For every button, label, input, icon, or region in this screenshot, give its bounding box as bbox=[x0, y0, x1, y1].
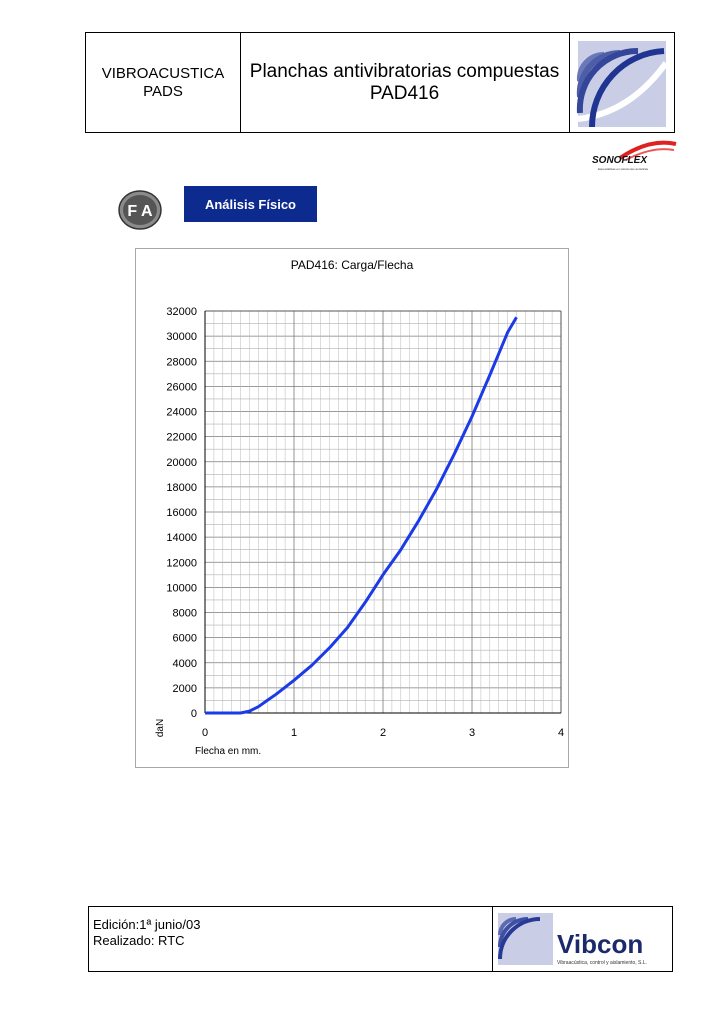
x-tick-label: 0 bbox=[202, 727, 208, 739]
vibcon-wordmark: Vibcon bbox=[557, 929, 643, 959]
fa-icon-label: F A bbox=[127, 203, 153, 220]
sonoflex-wordmark: SONOFLEX bbox=[592, 155, 648, 166]
chart-grid bbox=[204, 310, 562, 714]
vibcon-logo: Vibcon Vibraacústica, control y aislamie… bbox=[492, 907, 673, 971]
sonoflex-tagline: Especialistas en soluciones acústicas bbox=[598, 167, 649, 171]
y-tick-label: 16000 bbox=[166, 507, 197, 519]
chart-frame bbox=[135, 248, 569, 768]
y-tick-label: 8000 bbox=[173, 608, 197, 620]
y-tick-labels: 0 2000 4000 6000 8000 10000 12000 14000 16000 180… bbox=[166, 306, 197, 720]
y-axis-label: daN bbox=[155, 719, 166, 737]
chart-title: PAD416: Carga/Flecha bbox=[291, 258, 414, 272]
x-tick-label: 1 bbox=[291, 727, 297, 739]
document-header: VIBROACUSTICA PADS Planchas antivibrator… bbox=[85, 32, 675, 133]
y-tick-label: 30000 bbox=[166, 331, 197, 343]
vibcon-tagline: Vibraacústica, control y aislamiento, S.… bbox=[557, 960, 647, 966]
title-cell: Planchas antivibratorias compuestas PAD4… bbox=[240, 33, 570, 132]
x-axis-label: Flecha en mm. bbox=[195, 746, 261, 757]
edition-text: Edición:1ª junio/03 bbox=[93, 917, 201, 932]
document-title: Planchas antivibratorias compuestas bbox=[249, 60, 560, 82]
footer-info: Edición:1ª junio/03 Realizado: RTC bbox=[93, 917, 200, 949]
author-text: Realizado: RTC bbox=[93, 933, 185, 948]
y-tick-label: 24000 bbox=[166, 407, 197, 419]
x-tick-label: 3 bbox=[469, 727, 475, 739]
y-tick-label: 0 bbox=[191, 708, 197, 720]
x-tick-label: 2 bbox=[380, 727, 386, 739]
y-tick-label: 12000 bbox=[166, 557, 197, 569]
y-tick-label: 10000 bbox=[166, 582, 197, 594]
y-tick-label: 2000 bbox=[173, 683, 197, 695]
analisis-fisico-button[interactable]: Análisis Físico bbox=[184, 186, 317, 222]
category-cell: VIBROACUSTICA PADS bbox=[86, 33, 241, 132]
y-tick-label: 14000 bbox=[166, 532, 197, 544]
y-tick-label: 4000 bbox=[173, 658, 197, 670]
product-code: PAD416 bbox=[369, 82, 440, 104]
x-tick-labels: 0 1 2 3 4 bbox=[202, 727, 564, 739]
y-tick-label: 20000 bbox=[166, 457, 197, 469]
load-deflection-curve bbox=[205, 316, 518, 715]
category-line-1: VIBROACUSTICA bbox=[101, 64, 225, 82]
category-line-2: PADS bbox=[143, 82, 183, 100]
sonoflex-logo: SONOFLEX Especialistas en soluciones acú… bbox=[590, 136, 678, 172]
document-footer: Edición:1ª junio/03 Realizado: RTC Vibco… bbox=[88, 906, 673, 972]
load-deflection-chart: PAD416: Carga/Flecha 0200040006000800010… bbox=[155, 258, 564, 757]
y-tick-label: 18000 bbox=[166, 482, 197, 494]
y-tick-label: 32000 bbox=[166, 306, 197, 318]
physical-analysis-icon: F A bbox=[117, 189, 163, 231]
y-tick-label: 6000 bbox=[173, 633, 197, 645]
x-tick-label: 4 bbox=[558, 727, 564, 739]
y-tick-label: 28000 bbox=[166, 356, 197, 368]
y-tick-label: 22000 bbox=[166, 432, 197, 444]
vibcon-waves-logo bbox=[570, 33, 674, 132]
y-tick-label: 26000 bbox=[166, 381, 197, 393]
